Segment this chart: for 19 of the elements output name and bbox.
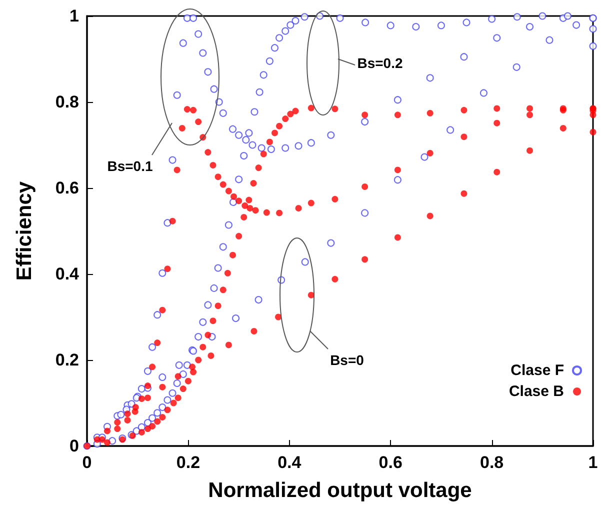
x-tick-label: 0.8 [480,453,504,472]
x-tick-label: 0.4 [278,453,302,472]
y-tick-label: 0.8 [55,92,79,112]
y-axis-title: Efficiency [13,181,36,281]
annotation: Bs=0.2 [357,55,403,71]
x-tick-label: 1 [588,453,598,472]
y-tick-label: 1 [70,6,79,26]
x-tick-label: 0.2 [176,453,200,472]
y-tick-label: 0.4 [55,264,80,284]
x-tick-label: 0 [82,453,92,472]
legend-label: Clase F [510,362,564,379]
annotation: Bs=0 [330,352,364,368]
y-tick-label: 0.6 [55,178,79,198]
y-tick-label: 0 [70,436,79,456]
legend-label: Clase B [508,383,564,400]
x-tick-label: 0.6 [378,453,402,472]
x-axis-title: Normalized output voltage [208,479,472,502]
annotation: Bs=0.1 [107,158,153,174]
y-tick-label: 0.2 [55,350,79,370]
